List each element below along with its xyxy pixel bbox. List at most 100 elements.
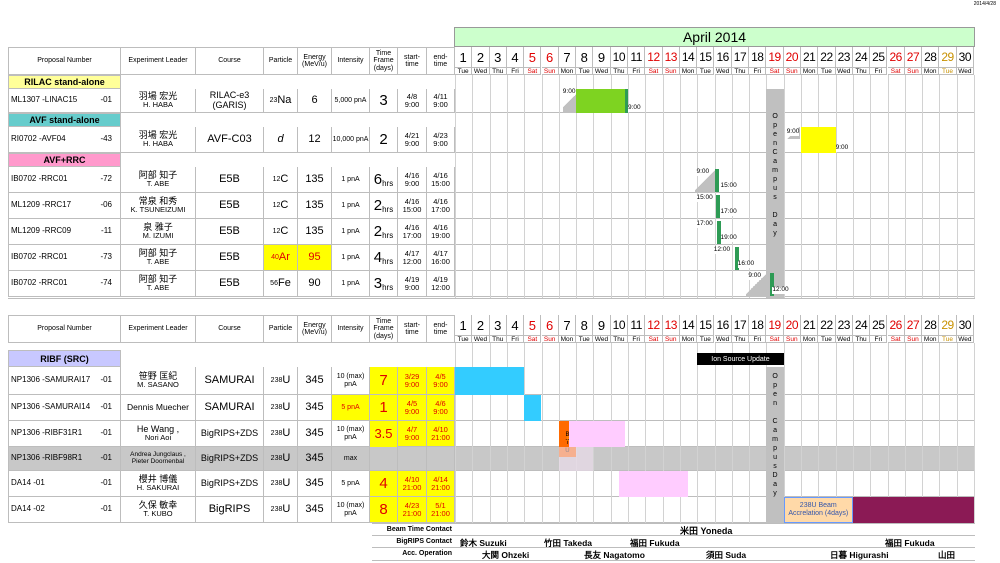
particle-element: U	[282, 426, 291, 439]
energy: 345	[298, 471, 332, 497]
day-name: Wed	[835, 335, 853, 343]
gantt-gridline	[818, 75, 820, 298]
time-frame-unit: hrs	[382, 282, 394, 292]
experiment-leader: 羽場 宏光 H. HABA	[121, 127, 196, 153]
start-time: 3/29 9:00	[398, 367, 427, 395]
open-campus-column-bottom	[766, 367, 784, 523]
experiment-leader: 羽場 宏光 H. HABA	[121, 89, 196, 113]
end-clock: 19:00	[431, 230, 450, 240]
day-number: 29	[939, 47, 957, 67]
day-number: 2	[472, 315, 490, 335]
day-name: Tue	[939, 335, 957, 343]
gantt-gridline	[922, 343, 924, 523]
proposal-suffix: -01	[100, 375, 112, 385]
energy: 135	[298, 219, 332, 245]
day-number: 19	[766, 315, 784, 335]
course: E5B	[196, 219, 264, 245]
proposal-number: NP1306 -RIBF31R1 -01	[8, 421, 121, 447]
day-number: 13	[663, 47, 680, 67]
day-name: Sun	[541, 67, 559, 75]
day-number: 28	[922, 47, 940, 67]
start-time: 4/17 12:00	[398, 245, 427, 271]
intensity: 5 pnA	[332, 395, 370, 421]
start-clock: 9:00	[404, 432, 420, 442]
rrc-beam-bar	[770, 273, 775, 296]
end-date: 4/19	[433, 274, 448, 284]
particle-mass: 238	[270, 505, 283, 513]
start-date: 4/16	[404, 170, 420, 180]
gantt-gridline	[489, 75, 491, 298]
gantt-gridline	[801, 75, 802, 298]
start-time: 4/16 15:00	[398, 193, 427, 219]
day-number: 29	[939, 315, 957, 335]
column-header-intensity: Intensity	[332, 47, 370, 75]
time-frame-value: 4	[373, 248, 383, 266]
time-frame-unit: hrs	[382, 256, 394, 266]
experiment-leader: 久保 敏幸 T. KUBO	[121, 497, 196, 523]
end-time: 4/16 15:00	[427, 167, 455, 193]
leader-line-1: 櫻井 博儀	[138, 473, 178, 484]
proposal-suffix: -73	[100, 252, 112, 262]
start-time: 4/16 17:00	[398, 219, 427, 245]
course: E5B	[196, 193, 264, 219]
leader-line-1: Dennis Muecher	[127, 402, 189, 413]
leader-line-2: T. ABE	[146, 283, 170, 293]
gantt-gridline	[489, 343, 491, 523]
avf-beam-bar	[801, 127, 836, 153]
time-frame-unit: hrs	[382, 178, 394, 188]
day-name: Tue	[697, 335, 715, 343]
column-header-timeframe: Time Frame (days)	[370, 315, 398, 343]
column-header-leader: Experiment Leader	[121, 47, 196, 75]
leader-line-1: 羽場 宏光	[138, 90, 178, 101]
day-name: Thu	[731, 335, 750, 343]
course: E5B	[196, 167, 264, 193]
column-header-energy: Energy (MeV/u)	[298, 47, 332, 75]
start-time: 4/8 9:00	[398, 89, 427, 113]
gantt-gridline	[628, 343, 629, 523]
start-clock: 9:00	[404, 282, 420, 292]
proposal-id: DA14 -01	[11, 478, 45, 488]
day-number: 14	[680, 47, 698, 67]
column-header-proposal: Proposal Number	[8, 47, 121, 75]
leader-line-2: H. HABA	[142, 139, 173, 149]
day-name: Wed	[593, 67, 611, 75]
rrc-beam-bar	[714, 169, 719, 192]
day-name: Mon	[922, 335, 940, 343]
leader-line-2: T. KUBO	[143, 509, 173, 519]
end-time: 4/5 9:00	[427, 367, 455, 395]
day-name: Mon	[922, 67, 940, 75]
gantt-gridline	[645, 75, 647, 298]
day-number: 24	[853, 47, 871, 67]
day-name: Tue	[455, 67, 473, 75]
end-date: 4/11	[433, 91, 448, 101]
intensity: 5,000 pnA	[332, 89, 370, 113]
section-avf-rrc: AVF+RRC	[8, 153, 121, 167]
da14-02-bar	[852, 497, 974, 523]
time-frame-empty	[370, 447, 398, 471]
month-title: April 2014	[454, 27, 975, 47]
particle: d	[264, 127, 298, 153]
day-number: 2	[472, 47, 490, 67]
gantt-gridline	[749, 75, 751, 298]
day-name: Mon	[801, 335, 819, 343]
leader-line-1: 阿部 知子	[138, 247, 178, 258]
gantt-gridline	[887, 343, 889, 523]
proposal-number: DA14 -02 -01	[8, 497, 121, 523]
end-date: 4/6	[435, 398, 446, 408]
gantt-gridline	[835, 343, 837, 523]
beam-time-contact-name: 米田 Yoneda	[680, 526, 733, 536]
gantt-gridline	[455, 343, 456, 523]
start-time: 4/7 9:00	[398, 421, 427, 447]
end-clock: 9:00	[433, 406, 448, 416]
column-header-start: start-time	[398, 315, 427, 343]
gantt-gridline	[541, 75, 543, 298]
acc-operation-name: 長友 Nagatomo	[584, 550, 645, 560]
proposal-number: IB0702 -RRC01 -73	[8, 245, 121, 271]
day-number: 26	[888, 47, 905, 67]
leader-line-2: Nori Aoi	[144, 433, 172, 443]
day-number: 6	[542, 47, 559, 67]
day-number: 7	[559, 315, 577, 335]
gantt-gridline	[956, 343, 958, 523]
proposal-suffix: -06	[100, 200, 112, 210]
day-number: 21	[801, 47, 819, 67]
